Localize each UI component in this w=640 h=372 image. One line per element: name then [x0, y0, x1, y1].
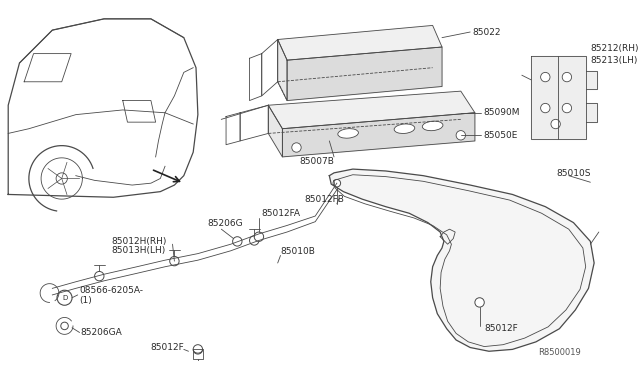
Polygon shape — [278, 39, 287, 100]
Text: 85012F: 85012F — [484, 324, 518, 333]
Circle shape — [562, 103, 572, 113]
Circle shape — [193, 345, 203, 354]
Circle shape — [57, 290, 72, 305]
Circle shape — [56, 173, 67, 184]
Text: 85206G: 85206G — [207, 219, 243, 228]
Text: 85050E: 85050E — [483, 131, 518, 140]
Circle shape — [61, 322, 68, 330]
Text: 85007B: 85007B — [300, 157, 334, 166]
Text: 85010S: 85010S — [557, 169, 591, 178]
Text: 85012FB: 85012FB — [304, 195, 344, 203]
Circle shape — [170, 256, 179, 266]
Circle shape — [562, 73, 572, 82]
Circle shape — [541, 73, 550, 82]
Polygon shape — [330, 169, 594, 351]
Text: 85022: 85022 — [472, 28, 500, 36]
Circle shape — [232, 237, 242, 246]
Circle shape — [292, 143, 301, 152]
Text: 85012F: 85012F — [150, 343, 184, 352]
Circle shape — [250, 236, 259, 245]
Text: 85012FA: 85012FA — [262, 209, 301, 218]
Text: 85212(RH): 85212(RH) — [590, 44, 639, 54]
Circle shape — [475, 298, 484, 307]
Text: 85206GA: 85206GA — [81, 328, 122, 337]
Ellipse shape — [338, 129, 358, 138]
Polygon shape — [586, 103, 597, 122]
Text: (1): (1) — [79, 296, 92, 305]
Text: R8500019: R8500019 — [538, 348, 581, 357]
Text: 85090M: 85090M — [483, 108, 520, 117]
Polygon shape — [278, 25, 442, 60]
Text: 08566-6205A-: 08566-6205A- — [79, 286, 143, 295]
Text: 85010B: 85010B — [280, 247, 316, 256]
Text: D: D — [62, 295, 67, 301]
Polygon shape — [531, 57, 586, 139]
Ellipse shape — [422, 121, 443, 131]
Circle shape — [541, 103, 550, 113]
Polygon shape — [282, 113, 475, 157]
Polygon shape — [268, 105, 282, 157]
Circle shape — [95, 272, 104, 281]
Circle shape — [456, 131, 465, 140]
Text: 85213(LH): 85213(LH) — [590, 56, 637, 65]
Text: 85013H(LH): 85013H(LH) — [111, 246, 166, 255]
Polygon shape — [287, 47, 442, 100]
Text: 85012H(RH): 85012H(RH) — [111, 237, 167, 246]
Polygon shape — [586, 71, 597, 89]
Circle shape — [333, 179, 340, 187]
Circle shape — [551, 119, 561, 129]
Ellipse shape — [394, 124, 415, 134]
Polygon shape — [268, 91, 475, 129]
Circle shape — [254, 232, 264, 241]
